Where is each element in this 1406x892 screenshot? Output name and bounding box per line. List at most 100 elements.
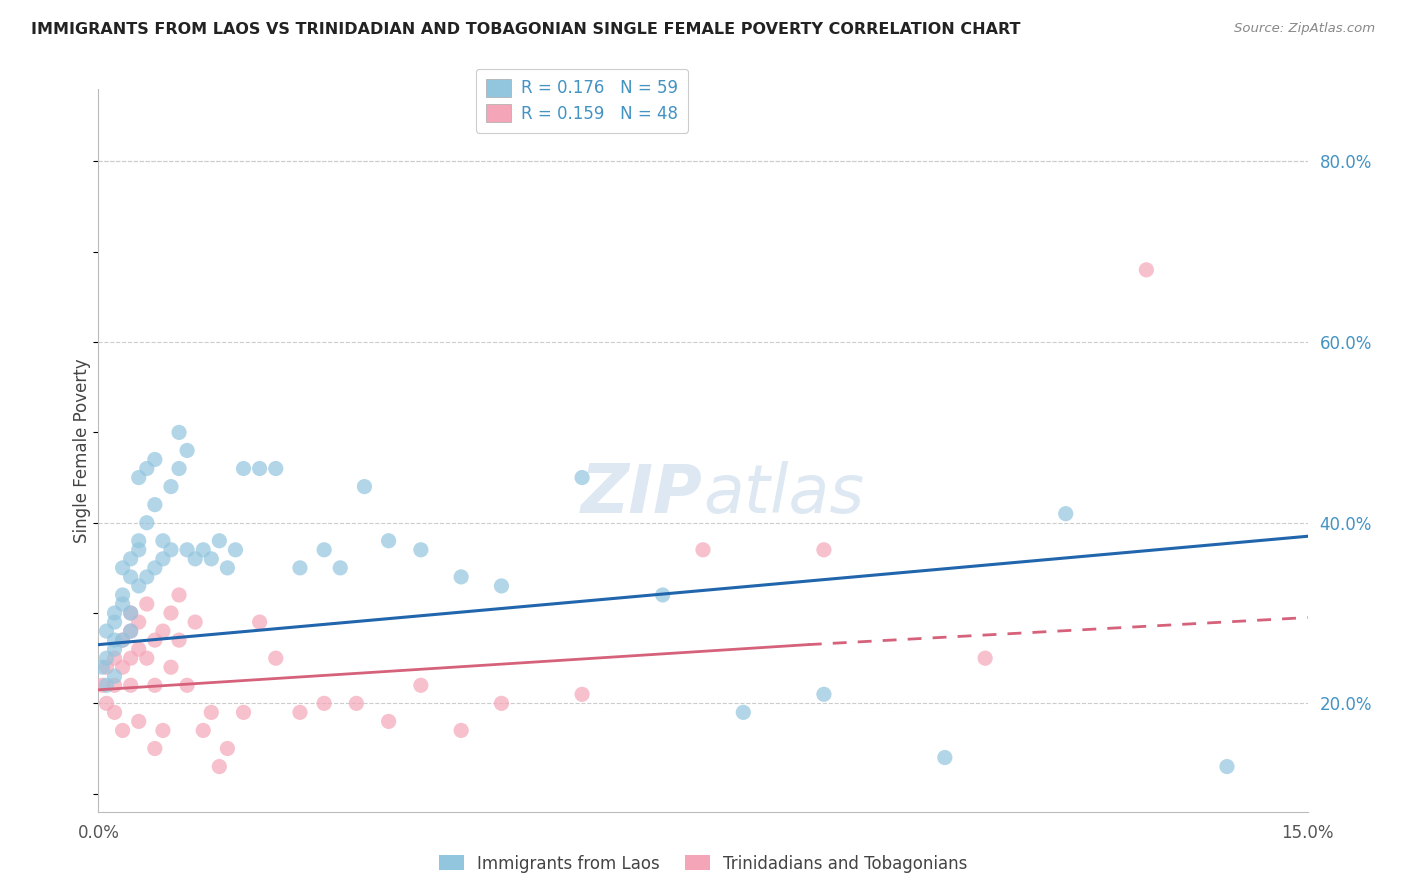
Immigrants from Laos <box>152 533 174 548</box>
Trinidadians and Tobagonians <box>974 651 997 665</box>
Immigrants from Laos <box>651 588 673 602</box>
Immigrants from Laos <box>934 750 956 764</box>
Immigrants from Laos <box>176 443 198 458</box>
Text: Source: ZipAtlas.com: Source: ZipAtlas.com <box>1234 22 1375 36</box>
Immigrants from Laos <box>96 651 118 665</box>
Immigrants from Laos <box>120 551 142 566</box>
Text: IMMIGRANTS FROM LAOS VS TRINIDADIAN AND TOBAGONIAN SINGLE FEMALE POVERTY CORRELA: IMMIGRANTS FROM LAOS VS TRINIDADIAN AND … <box>31 22 1021 37</box>
Immigrants from Laos <box>135 461 157 475</box>
Immigrants from Laos <box>135 570 157 584</box>
Trinidadians and Tobagonians <box>314 696 336 710</box>
Immigrants from Laos <box>128 533 150 548</box>
Trinidadians and Tobagonians <box>409 678 432 692</box>
Text: atlas: atlas <box>703 461 865 527</box>
Immigrants from Laos <box>120 570 142 584</box>
Trinidadians and Tobagonians <box>128 714 150 729</box>
Text: ZIP: ZIP <box>581 461 703 527</box>
Immigrants from Laos <box>143 452 166 467</box>
Trinidadians and Tobagonians <box>208 759 231 773</box>
Immigrants from Laos <box>167 425 190 440</box>
Trinidadians and Tobagonians <box>692 542 714 557</box>
Y-axis label: Single Female Poverty: Single Female Poverty <box>73 359 91 542</box>
Trinidadians and Tobagonians <box>1135 262 1157 277</box>
Immigrants from Laos <box>120 624 142 639</box>
Trinidadians and Tobagonians <box>111 660 134 674</box>
Trinidadians and Tobagonians <box>249 615 271 629</box>
Trinidadians and Tobagonians <box>103 706 125 720</box>
Trinidadians and Tobagonians <box>160 660 183 674</box>
Legend: Immigrants from Laos, Trinidadians and Tobagonians: Immigrants from Laos, Trinidadians and T… <box>432 848 974 880</box>
Immigrants from Laos <box>167 461 190 475</box>
Immigrants from Laos <box>249 461 271 475</box>
Trinidadians and Tobagonians <box>111 633 134 648</box>
Immigrants from Laos <box>143 561 166 575</box>
Trinidadians and Tobagonians <box>232 706 254 720</box>
Trinidadians and Tobagonians <box>571 687 593 701</box>
Trinidadians and Tobagonians <box>120 624 142 639</box>
Immigrants from Laos <box>264 461 287 475</box>
Immigrants from Laos <box>353 480 375 494</box>
Trinidadians and Tobagonians <box>128 615 150 629</box>
Trinidadians and Tobagonians <box>167 633 190 648</box>
Trinidadians and Tobagonians <box>288 706 311 720</box>
Immigrants from Laos <box>120 606 142 620</box>
Trinidadians and Tobagonians <box>120 606 142 620</box>
Immigrants from Laos <box>450 570 472 584</box>
Trinidadians and Tobagonians <box>344 696 367 710</box>
Trinidadians and Tobagonians <box>217 741 239 756</box>
Trinidadians and Tobagonians <box>120 651 142 665</box>
Immigrants from Laos <box>91 660 114 674</box>
Trinidadians and Tobagonians <box>160 606 183 620</box>
Trinidadians and Tobagonians <box>193 723 215 738</box>
Trinidadians and Tobagonians <box>103 651 125 665</box>
Immigrants from Laos <box>491 579 513 593</box>
Immigrants from Laos <box>103 669 125 683</box>
Immigrants from Laos <box>409 542 432 557</box>
Trinidadians and Tobagonians <box>264 651 287 665</box>
Trinidadians and Tobagonians <box>377 714 399 729</box>
Legend: R = 0.176   N = 59, R = 0.159   N = 48: R = 0.176 N = 59, R = 0.159 N = 48 <box>477 69 688 133</box>
Immigrants from Laos <box>224 542 246 557</box>
Immigrants from Laos <box>143 498 166 512</box>
Immigrants from Laos <box>329 561 352 575</box>
Immigrants from Laos <box>1054 507 1077 521</box>
Trinidadians and Tobagonians <box>167 588 190 602</box>
Immigrants from Laos <box>314 542 336 557</box>
Immigrants from Laos <box>111 588 134 602</box>
Immigrants from Laos <box>193 542 215 557</box>
Immigrants from Laos <box>111 633 134 648</box>
Immigrants from Laos <box>184 551 207 566</box>
Trinidadians and Tobagonians <box>152 624 174 639</box>
Trinidadians and Tobagonians <box>184 615 207 629</box>
Immigrants from Laos <box>152 551 174 566</box>
Immigrants from Laos <box>135 516 157 530</box>
Immigrants from Laos <box>103 606 125 620</box>
Immigrants from Laos <box>160 542 183 557</box>
Immigrants from Laos <box>103 615 125 629</box>
Trinidadians and Tobagonians <box>135 597 157 611</box>
Immigrants from Laos <box>128 470 150 484</box>
Immigrants from Laos <box>96 624 118 639</box>
Immigrants from Laos <box>232 461 254 475</box>
Immigrants from Laos <box>111 561 134 575</box>
Trinidadians and Tobagonians <box>143 633 166 648</box>
Immigrants from Laos <box>200 551 222 566</box>
Immigrants from Laos <box>217 561 239 575</box>
Trinidadians and Tobagonians <box>143 678 166 692</box>
Trinidadians and Tobagonians <box>103 678 125 692</box>
Immigrants from Laos <box>208 533 231 548</box>
Trinidadians and Tobagonians <box>96 696 118 710</box>
Trinidadians and Tobagonians <box>813 542 835 557</box>
Trinidadians and Tobagonians <box>120 678 142 692</box>
Trinidadians and Tobagonians <box>111 723 134 738</box>
Trinidadians and Tobagonians <box>152 723 174 738</box>
Immigrants from Laos <box>160 480 183 494</box>
Trinidadians and Tobagonians <box>200 706 222 720</box>
Immigrants from Laos <box>288 561 311 575</box>
Immigrants from Laos <box>1216 759 1239 773</box>
Trinidadians and Tobagonians <box>176 678 198 692</box>
Immigrants from Laos <box>733 706 755 720</box>
Immigrants from Laos <box>377 533 399 548</box>
Immigrants from Laos <box>813 687 835 701</box>
Immigrants from Laos <box>128 579 150 593</box>
